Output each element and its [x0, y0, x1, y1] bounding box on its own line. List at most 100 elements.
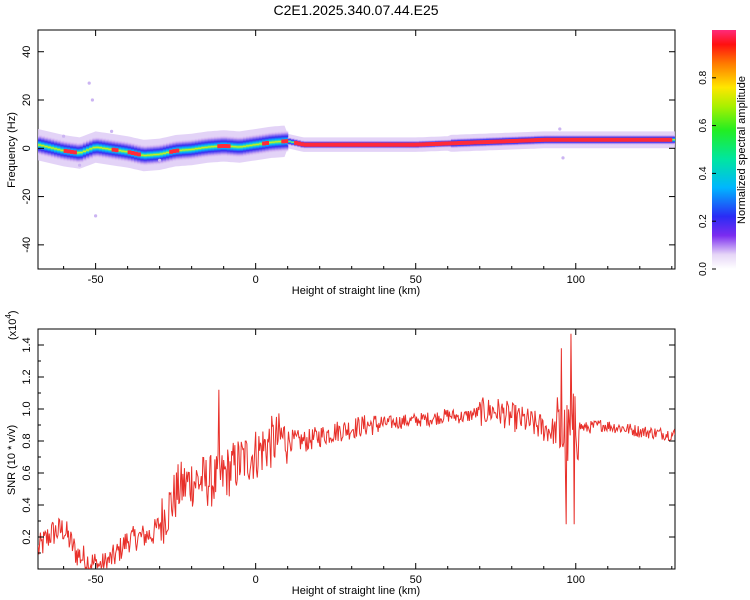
- spectrogram-cell: [242, 135, 247, 158]
- spectrogram-peak-cell: [582, 137, 586, 142]
- spectrogram-peak-cell: [646, 137, 650, 142]
- spectrogram-peak-cell: [441, 141, 445, 146]
- multiplier-suffix: ): [7, 310, 19, 314]
- spectrogram-peak-cell: [412, 142, 417, 147]
- multiplier-label: (x104): [4, 310, 19, 340]
- spectrogram-peak-cell: [534, 138, 538, 143]
- spectrogram-peak-cell: [623, 137, 628, 142]
- spectrogram-speckle: [78, 163, 82, 167]
- spectrogram-peak-cell: [514, 138, 519, 143]
- multiplier-prefix: (x10: [7, 319, 19, 340]
- spectrogram-peak-cell: [306, 142, 311, 147]
- spectrogram-peak-cell: [665, 137, 670, 142]
- spectrogram-peak-cell: [370, 142, 375, 147]
- bottom-xtick-label: 100: [567, 574, 585, 586]
- spectrogram-peak-cell: [662, 137, 666, 142]
- spectrogram-cell: [38, 134, 42, 156]
- spectrogram-peak-cell: [335, 142, 340, 147]
- spectrogram-peak-cell: [447, 141, 452, 146]
- spectrogram-peak-cell: [450, 141, 455, 146]
- spectrogram-peak-cell: [633, 137, 638, 142]
- spectrogram-peak-cell: [415, 142, 420, 147]
- spectrogram-cell: [105, 137, 109, 160]
- spectrogram-peak-cell: [262, 141, 266, 146]
- bottom-xtick-label: 0: [253, 574, 259, 586]
- spectrogram-peak-cell: [460, 140, 465, 145]
- spectrogram-peak-cell: [332, 142, 337, 147]
- spectrogram-cell: [47, 136, 52, 159]
- spectrogram-cell: [182, 139, 186, 161]
- spectrogram-cell: [188, 138, 193, 161]
- spectrogram-cell: [246, 135, 250, 157]
- snr-frame: [37, 328, 676, 570]
- spectrogram-peak-cell: [466, 140, 471, 145]
- spectrogram-peak-cell: [175, 148, 180, 153]
- spectrogram-cell: [89, 138, 93, 160]
- spectrogram-peak-cell: [531, 138, 535, 143]
- spectrogram-peak-cell: [617, 137, 622, 142]
- spectrogram-cell: [76, 142, 81, 164]
- spectrogram-peak-cell: [386, 142, 391, 147]
- spectrogram-peak-cell: [649, 137, 654, 142]
- spectrogram-peak-cell: [428, 142, 433, 147]
- spectrogram-peak-cell: [505, 139, 509, 144]
- spectrogram-cell: [290, 137, 295, 147]
- spectrogram-cell: [54, 138, 58, 160]
- top-xtick-label: 50: [410, 274, 422, 286]
- spectrogram-peak-cell: [473, 140, 477, 145]
- spectrogram-peak-cell: [169, 149, 173, 154]
- spectrogram-peak-cell: [540, 137, 545, 142]
- spectrogram-peak-cell: [575, 137, 580, 142]
- spectrogram-cell: [156, 143, 161, 166]
- spectrogram-peak-cell: [607, 137, 612, 142]
- spectrogram-peak-cell: [559, 137, 564, 142]
- spectrogram-peak-cell: [361, 142, 365, 147]
- colorbar-tick-label: 0.0: [698, 262, 709, 276]
- spectrogram-cell: [230, 135, 234, 158]
- spectrogram-cell: [153, 143, 157, 166]
- snr-series-line: [38, 333, 675, 569]
- spectrogram-peak-cell: [620, 137, 625, 142]
- spectrogram-peak-cell: [300, 142, 305, 147]
- spectrogram-peak-cell: [492, 139, 497, 144]
- spectrogram-peak-cell: [313, 142, 317, 147]
- spectrogram-peak-cell: [655, 137, 660, 142]
- spectrogram-cell: [86, 139, 90, 161]
- spectrogram-speckle: [158, 158, 162, 162]
- svg-text:(x104): (x104): [4, 310, 19, 340]
- bottom-ytick-label: 0.2: [21, 529, 33, 544]
- spectrogram-peak-cell: [511, 139, 516, 143]
- spectrogram-cell: [159, 143, 164, 165]
- spectrogram-peak-cell: [611, 137, 615, 142]
- spectrogram-peak-cell: [585, 137, 590, 142]
- spectrogram-cell: [166, 141, 170, 164]
- colorbar-label: Normalized spectral amplitude: [736, 76, 748, 224]
- spectrogram-peak-cell: [383, 142, 388, 147]
- colorbar-tick-label: 0.4: [698, 166, 709, 180]
- spectrogram-peak-cell: [130, 151, 135, 155]
- spectrogram-peak-cell: [364, 142, 369, 147]
- colorbar-gradient: [712, 30, 736, 269]
- spectrogram-peak-cell: [265, 141, 269, 145]
- spectrogram-peak-cell: [73, 150, 77, 155]
- spectrogram-cell: [268, 131, 273, 154]
- colorbar-tick-label: 0.8: [698, 70, 709, 84]
- spectrogram-peak-cell: [604, 137, 609, 142]
- spectrogram-peak-cell: [297, 141, 301, 146]
- spectrogram-speckle: [90, 98, 94, 102]
- spectrogram-peak-cell: [377, 142, 381, 147]
- spectrogram-peak-cell: [601, 137, 606, 142]
- spectrogram-peak-cell: [284, 139, 289, 144]
- colorbar-tick-label: 0.6: [698, 118, 709, 132]
- spectrogram-peak-cell: [348, 142, 353, 147]
- spectrogram-peak-cell: [457, 141, 461, 145]
- spectrogram-peak-cell: [572, 137, 577, 142]
- spectrogram-peak-cell: [614, 137, 618, 142]
- spectrogram-peak-cell: [502, 139, 506, 144]
- spectrogram-cell: [143, 144, 148, 167]
- spectrogram-peak-cell: [342, 142, 346, 147]
- spectrogram-cell: [102, 137, 106, 160]
- spectrogram-peak-cell: [508, 139, 513, 144]
- top-xtick-label: -50: [88, 274, 104, 286]
